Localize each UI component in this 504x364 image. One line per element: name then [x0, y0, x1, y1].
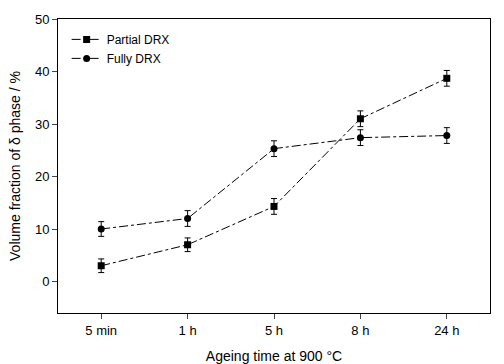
svg-text:10: 10: [35, 222, 49, 237]
svg-text:40: 40: [35, 64, 49, 79]
svg-text:24 h: 24 h: [434, 323, 459, 338]
svg-text:30: 30: [35, 117, 49, 132]
svg-text:1 h: 1 h: [179, 323, 197, 338]
svg-text:0: 0: [42, 274, 49, 289]
svg-text:50: 50: [35, 12, 49, 27]
svg-text:Partial DRX: Partial DRX: [107, 33, 170, 47]
svg-text:8 h: 8 h: [351, 323, 369, 338]
svg-text:Volume fraction of δ phase / %: Volume fraction of δ phase / %: [7, 71, 23, 261]
svg-text:Ageing time at 900 °C: Ageing time at 900 °C: [206, 348, 342, 364]
svg-text:Fully DRX: Fully DRX: [107, 52, 161, 66]
svg-text:20: 20: [35, 169, 49, 184]
svg-text:5 min: 5 min: [85, 323, 117, 338]
svg-text:5 h: 5 h: [265, 323, 283, 338]
